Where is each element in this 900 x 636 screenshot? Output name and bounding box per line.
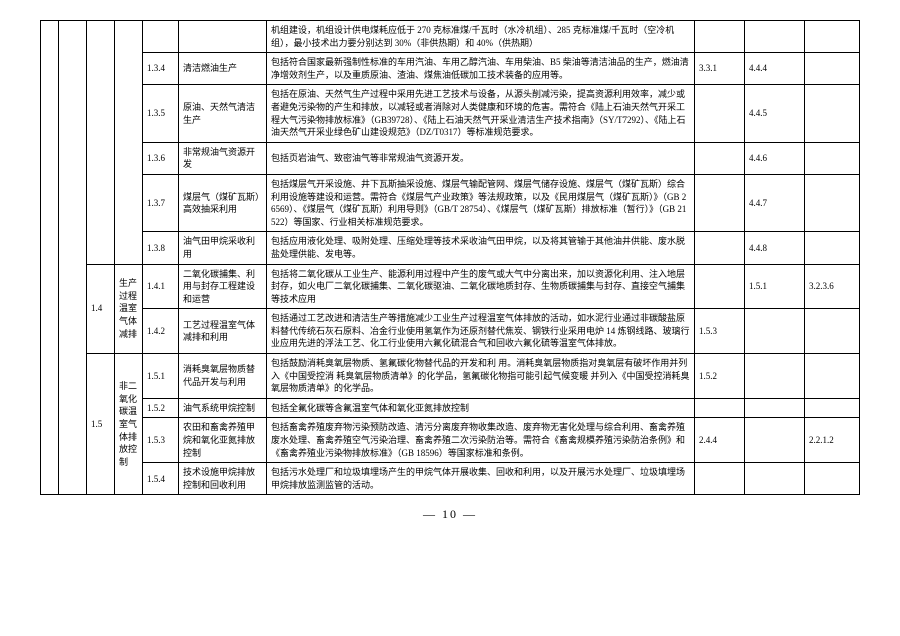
desc-cell: 包括畜禽养殖废弃物污染预防改造、清污分离废弃物收集改造、废弃物无害化处理与综合利… [267, 418, 695, 463]
num-cell: 1.4.1 [143, 264, 179, 309]
desc-cell: 包括鼓励消耗臭氧层物质、氢氟碳化物替代品的开发和利 用。消耗臭氧层物质指对臭氧层… [267, 354, 695, 399]
section-idx: 1.5 [87, 354, 115, 495]
name-cell: 原油、天然气清洁生产 [179, 85, 267, 142]
ref-cell: 3.2.3.6 [805, 264, 860, 309]
name-cell: 工艺过程温室气体减排和利用 [179, 309, 267, 354]
num-cell: 1.3.7 [143, 174, 179, 231]
ref-cell: 4.4.5 [745, 85, 805, 142]
num-cell: 1.5.3 [143, 418, 179, 463]
name-cell: 技术设施甲烷排放控制和回收利用 [179, 463, 267, 495]
name-cell: 非常规油气资源开发 [179, 142, 267, 174]
desc-cell: 包括应用液化处理、吸附处理、压缩处理等技术采收油气田甲烷，以及将其管输于其他油井… [267, 232, 695, 264]
page-number: — 10 — [40, 507, 860, 522]
desc-cell: 机组建设，机组设计供电煤耗应低于 270 克标准煤/千瓦时（水冷机组）、285 … [267, 21, 695, 53]
ref-cell: 3.3.1 [695, 53, 745, 85]
ref-cell: 1.5.1 [745, 264, 805, 309]
num-cell: 1.3.6 [143, 142, 179, 174]
table-row: 1.5.3 农田和畜禽养殖甲烷和氧化亚氮排放控制 包括畜禽养殖废弃物污染预防改造… [41, 418, 860, 463]
table-row: 1.4 生产过程温室气体减排 1.4.1 二氧化碳捕集、利用与封存工程建设和运营… [41, 264, 860, 309]
name-cell: 消耗臭氧层物质替代品开发与利用 [179, 354, 267, 399]
name-cell: 农田和畜禽养殖甲烷和氧化亚氮排放控制 [179, 418, 267, 463]
desc-cell: 包括符合国家最新强制性标准的车用汽油、车用乙醇汽油、车用柴油、B5 柴油等清洁油… [267, 53, 695, 85]
ref-cell: 2.2.1.2 [805, 418, 860, 463]
table-row: 1.3.5 原油、天然气清洁生产 包括在原油、天然气生产过程中采用先进工艺技术与… [41, 85, 860, 142]
name-cell: 二氧化碳捕集、利用与封存工程建设和运营 [179, 264, 267, 309]
table-row: 1.3.6 非常规油气资源开发 包括页岩油气、致密油气等非常规油气资源开发。 4… [41, 142, 860, 174]
table-row: 1.3.7 煤层气（煤矿瓦斯）高效抽采利用 包括煤层气开采设施、井下瓦斯抽采设施… [41, 174, 860, 231]
table-row: 1.5.2 油气系统甲烷控制 包括全氟化碳等含氟温室气体和氧化亚氮排放控制 [41, 398, 860, 418]
num-cell: 1.3.5 [143, 85, 179, 142]
desc-cell: 包括污水处理厂和垃圾填埋场产生的甲烷气体开展收集、回收和利用，以及开展污水处理厂… [267, 463, 695, 495]
num-cell: 1.3.8 [143, 232, 179, 264]
table-row: 1.4.2 工艺过程温室气体减排和利用 包括通过工艺改进和清洁生产等措施减少工业… [41, 309, 860, 354]
num-cell: 1.5.4 [143, 463, 179, 495]
table-row: 机组建设，机组设计供电煤耗应低于 270 克标准煤/千瓦时（水冷机组）、285 … [41, 21, 860, 53]
table-row: 1.3.8 油气田甲烷采收利用 包括应用液化处理、吸附处理、压缩处理等技术采收油… [41, 232, 860, 264]
section-idx: 1.4 [87, 264, 115, 354]
name-cell: 煤层气（煤矿瓦斯）高效抽采利用 [179, 174, 267, 231]
name-cell: 油气系统甲烷控制 [179, 398, 267, 418]
num-cell: 1.3.4 [143, 53, 179, 85]
name-cell: 油气田甲烷采收利用 [179, 232, 267, 264]
num-cell: 1.4.2 [143, 309, 179, 354]
ref-cell: 2.4.4 [695, 418, 745, 463]
section-cat: 生产过程温室气体减排 [115, 264, 143, 354]
ref-cell: 1.5.2 [695, 354, 745, 399]
ref-cell: 4.4.4 [745, 53, 805, 85]
table-row: 1.5 非二氧化碳温室气体排放控制 1.5.1 消耗臭氧层物质替代品开发与利用 … [41, 354, 860, 399]
desc-cell: 包括将二氧化碳从工业生产、能源利用过程中产生的废气或大气中分离出来，加以资源化利… [267, 264, 695, 309]
table-row: 1.5.4 技术设施甲烷排放控制和回收利用 包括污水处理厂和垃圾填埋场产生的甲烷… [41, 463, 860, 495]
desc-cell: 包括煤层气开采设施、井下瓦斯抽采设施、煤层气输配管网、煤层气储存设施、煤层气（煤… [267, 174, 695, 231]
num-cell: 1.5.2 [143, 398, 179, 418]
ref-cell: 4.4.6 [745, 142, 805, 174]
name-cell: 清洁燃油生产 [179, 53, 267, 85]
desc-cell: 包括全氟化碳等含氟温室气体和氧化亚氮排放控制 [267, 398, 695, 418]
table-row: 1.3.4 清洁燃油生产 包括符合国家最新强制性标准的车用汽油、车用乙醇汽油、车… [41, 53, 860, 85]
policy-table: 机组建设，机组设计供电煤耗应低于 270 克标准煤/千瓦时（水冷机组）、285 … [40, 20, 860, 495]
section-cat: 非二氧化碳温室气体排放控制 [115, 354, 143, 495]
ref-cell: 1.5.3 [695, 309, 745, 354]
desc-cell: 包括通过工艺改进和清洁生产等措施减少工业生产过程温室气体排放的活动，如水泥行业通… [267, 309, 695, 354]
num-cell: 1.5.1 [143, 354, 179, 399]
desc-cell: 包括页岩油气、致密油气等非常规油气资源开发。 [267, 142, 695, 174]
desc-cell: 包括在原油、天然气生产过程中采用先进工艺技术与设备，从源头削减污染，提高资源利用… [267, 85, 695, 142]
ref-cell: 4.4.7 [745, 174, 805, 231]
ref-cell: 4.4.8 [745, 232, 805, 264]
